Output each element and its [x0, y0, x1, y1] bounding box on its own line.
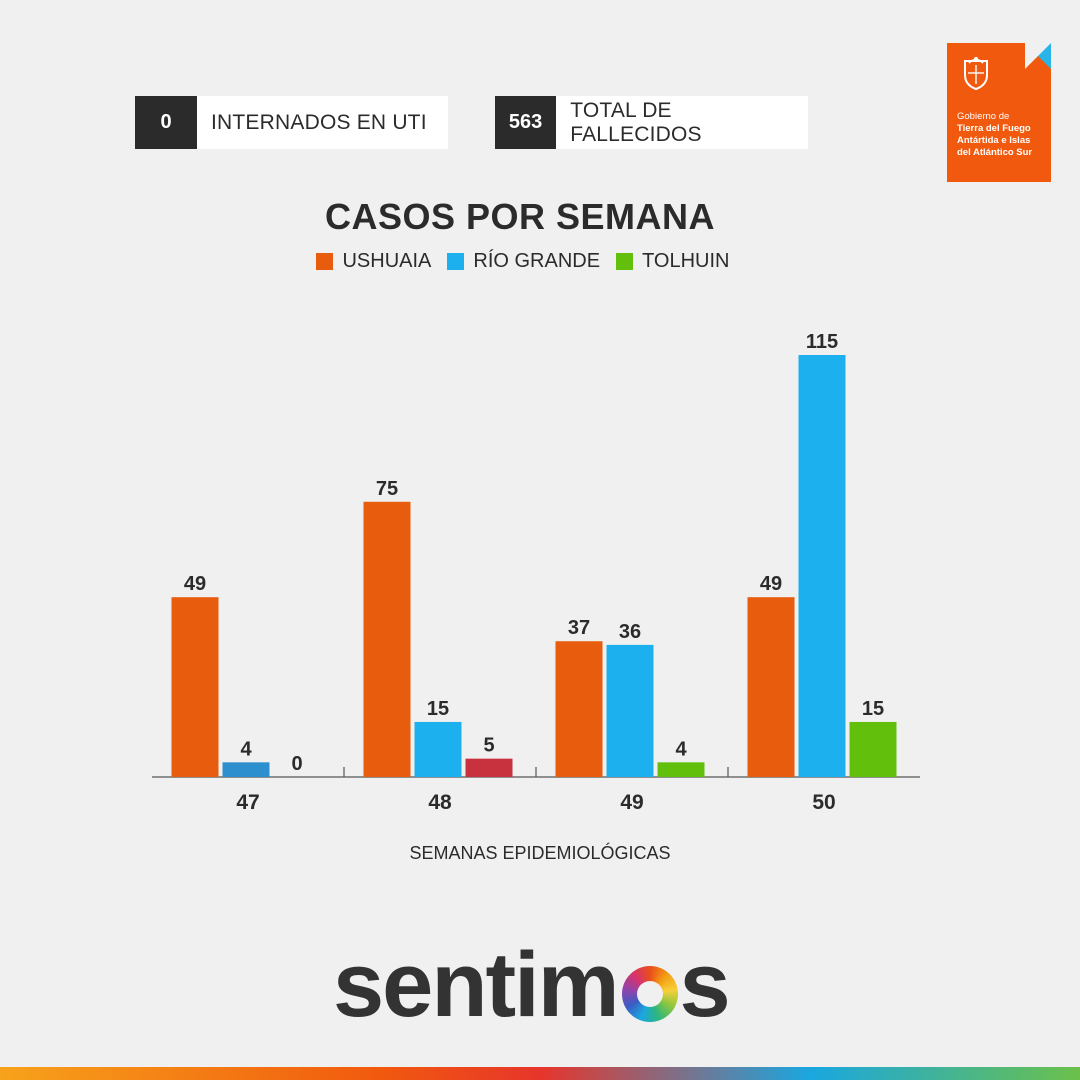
legend-swatch	[447, 253, 465, 270]
bar-value-label: 5	[483, 735, 494, 757]
x-tick-label: 50	[812, 791, 835, 814]
bar	[414, 721, 462, 777]
bar-value-label: 49	[184, 573, 206, 595]
bar-value-label: 15	[427, 698, 449, 720]
stat-label: INTERNADOS EN UTI	[211, 110, 427, 134]
bar-value-label: 75	[376, 478, 398, 500]
bar-value-label: 36	[619, 621, 641, 643]
bar	[606, 644, 654, 777]
legend-swatch	[316, 253, 334, 270]
sentimos-wordmark: sentim s	[333, 933, 731, 1036]
legend-label: RÍO GRANDE	[473, 250, 601, 272]
bar	[222, 762, 270, 777]
chart-title: CASOS POR SEMANA	[324, 196, 716, 237]
legend-item-rio-grande: RÍO GRANDE	[447, 250, 600, 273]
gov-line-2: Tierra del Fuego	[957, 123, 1031, 134]
bar-value-label: 0	[291, 753, 302, 775]
bar	[747, 597, 795, 777]
bar-value-label: 115	[806, 331, 838, 353]
gov-line-4: del Atlántico Sur	[957, 147, 1033, 158]
bar-value-label: 37	[568, 617, 590, 639]
bar	[171, 597, 219, 777]
gov-line-3: Antártida e Islas	[957, 135, 1031, 146]
government-logo: Gobierno de Tierra del Fuego Antártida e…	[947, 43, 1051, 182]
x-tick-label: 48	[428, 791, 452, 814]
provincial-emblem-icon	[964, 57, 988, 91]
color-ring-icon	[621, 966, 678, 1022]
bar	[363, 501, 411, 777]
bar	[798, 355, 846, 777]
legend-swatch	[616, 253, 634, 270]
bar-value-label: 15	[862, 698, 884, 720]
bar-value-label: 4	[240, 738, 252, 760]
legend-item-tolhuin: TOLHUIN	[616, 250, 730, 273]
legend-item-ushuaia: USHUAIA	[316, 250, 431, 273]
stat-value: 0	[135, 96, 197, 149]
bar-value-label: 49	[760, 573, 782, 595]
wordmark-text-end: s	[679, 933, 731, 1036]
government-name: Gobierno de Tierra del Fuego Antártida e…	[957, 111, 1032, 159]
bar	[465, 758, 513, 777]
gov-line-1: Gobierno de	[957, 111, 1010, 122]
bottom-color-stripe	[0, 1067, 1080, 1080]
bar	[849, 721, 897, 777]
x-tick-label: 49	[620, 791, 643, 814]
x-axis-title: SEMANAS EPIDEMIOLÓGICAS	[409, 842, 670, 863]
legend-label: USHUAIA	[342, 250, 432, 272]
bar	[657, 762, 705, 777]
bar	[555, 641, 603, 777]
stat-label: TOTAL DE FALLECIDOS	[570, 98, 702, 146]
chart-legend: USHUAIA RÍO GRANDE TOLHUIN	[0, 250, 1046, 273]
stat-value: 563	[495, 96, 557, 149]
legend-label: TOLHUIN	[642, 250, 730, 272]
bar-value-label: 4	[675, 738, 687, 760]
wordmark-text-start: sentim	[333, 933, 620, 1036]
stat-internados-uti: 0 INTERNADOS EN UTI	[135, 96, 448, 149]
x-tick-label: 47	[236, 791, 259, 814]
stat-total-fallecidos: 563 TOTAL DE FALLECIDOS	[495, 96, 808, 149]
